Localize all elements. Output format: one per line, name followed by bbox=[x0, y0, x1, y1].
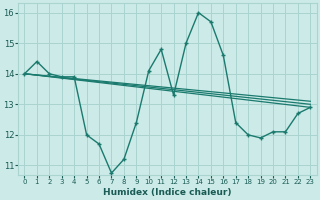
X-axis label: Humidex (Indice chaleur): Humidex (Indice chaleur) bbox=[103, 188, 232, 197]
